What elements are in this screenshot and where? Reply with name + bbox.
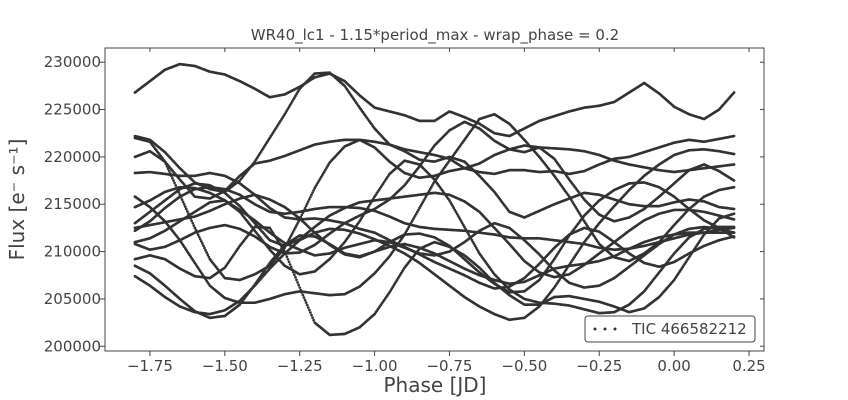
data-point <box>732 185 736 189</box>
data-point <box>312 189 315 192</box>
data-point <box>164 162 168 166</box>
data-point <box>298 286 302 289</box>
data-point <box>199 239 203 243</box>
data-point <box>307 308 311 312</box>
data-points <box>133 62 736 337</box>
data-point <box>163 160 167 163</box>
data-point <box>309 195 312 199</box>
data-point <box>206 253 210 257</box>
data-point <box>732 207 736 211</box>
data-point <box>184 207 188 211</box>
data-point <box>293 228 296 231</box>
data-point <box>198 237 202 241</box>
data-point <box>202 244 205 248</box>
data-point <box>295 224 298 227</box>
data-point <box>288 263 292 266</box>
data-point <box>290 232 294 235</box>
data-point <box>295 278 298 282</box>
data-point <box>293 273 296 277</box>
data-point <box>311 191 314 194</box>
data-point <box>294 226 297 229</box>
data-point <box>732 134 736 138</box>
data-point <box>192 224 196 227</box>
data-point <box>291 230 295 233</box>
data-point <box>732 212 736 216</box>
data-point <box>301 293 305 297</box>
data-point <box>732 163 736 166</box>
data-point <box>180 198 184 201</box>
data-point <box>174 183 177 187</box>
data-point <box>300 291 304 294</box>
data-point <box>309 311 312 314</box>
data-point <box>305 303 309 307</box>
data-point <box>299 288 303 292</box>
data-point <box>297 283 300 287</box>
data-point <box>173 181 176 185</box>
chart-title: WR40_lc1 - 1.15*period_max - wrap_phase … <box>251 26 619 45</box>
data-point <box>181 200 185 204</box>
data-point <box>167 169 171 173</box>
data-point <box>306 200 310 203</box>
light-curve-segment <box>133 62 736 138</box>
data-point <box>296 222 299 225</box>
data-point <box>303 298 307 302</box>
data-point <box>297 220 300 223</box>
data-point <box>205 251 208 254</box>
data-point <box>310 313 313 317</box>
data-point <box>207 255 211 259</box>
data-point <box>732 91 736 94</box>
data-point <box>172 179 175 182</box>
data-point <box>171 176 174 180</box>
data-point <box>190 219 193 223</box>
data-point <box>285 255 289 259</box>
data-point <box>191 221 195 225</box>
data-point <box>289 234 293 237</box>
data-point <box>294 275 297 279</box>
data-point <box>304 301 308 304</box>
data-point <box>307 197 311 201</box>
data-point <box>304 204 308 208</box>
data-point <box>303 206 307 210</box>
data-point <box>183 205 187 208</box>
data-point <box>201 242 204 245</box>
data-point <box>165 165 169 168</box>
data-point <box>288 236 292 239</box>
data-point <box>204 248 207 252</box>
data-point <box>196 233 200 236</box>
data-point <box>305 202 309 206</box>
data-point <box>312 318 315 322</box>
data-point <box>182 202 186 206</box>
data-point <box>300 213 304 217</box>
data-point <box>286 257 290 261</box>
data-point <box>197 235 201 239</box>
data-point <box>203 246 206 250</box>
data-point <box>287 260 291 264</box>
data-point <box>311 316 314 319</box>
data-point <box>306 306 310 309</box>
data-point <box>166 167 170 171</box>
data-point <box>310 193 313 197</box>
data-point <box>193 226 197 230</box>
data-point <box>296 281 299 284</box>
data-point <box>186 209 189 213</box>
data-point <box>302 296 306 299</box>
